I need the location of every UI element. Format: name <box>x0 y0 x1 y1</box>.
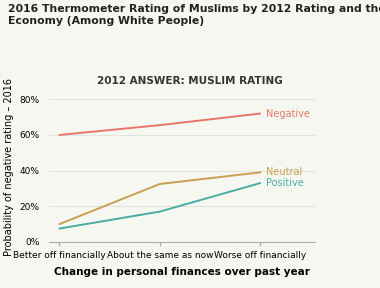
Text: 2016 Thermometer Rating of Muslims by 2012 Rating and the State of the
Economy (: 2016 Thermometer Rating of Muslims by 20… <box>8 4 380 26</box>
Text: Negative: Negative <box>266 109 310 119</box>
Text: 2012 ANSWER: MUSLIM RATING: 2012 ANSWER: MUSLIM RATING <box>97 76 283 86</box>
X-axis label: Change in personal finances over past year: Change in personal finances over past ye… <box>54 267 310 277</box>
Text: Positive: Positive <box>266 178 304 188</box>
Y-axis label: Probability of negative rating – 2016: Probability of negative rating – 2016 <box>4 78 14 256</box>
Text: Neutral: Neutral <box>266 167 302 177</box>
